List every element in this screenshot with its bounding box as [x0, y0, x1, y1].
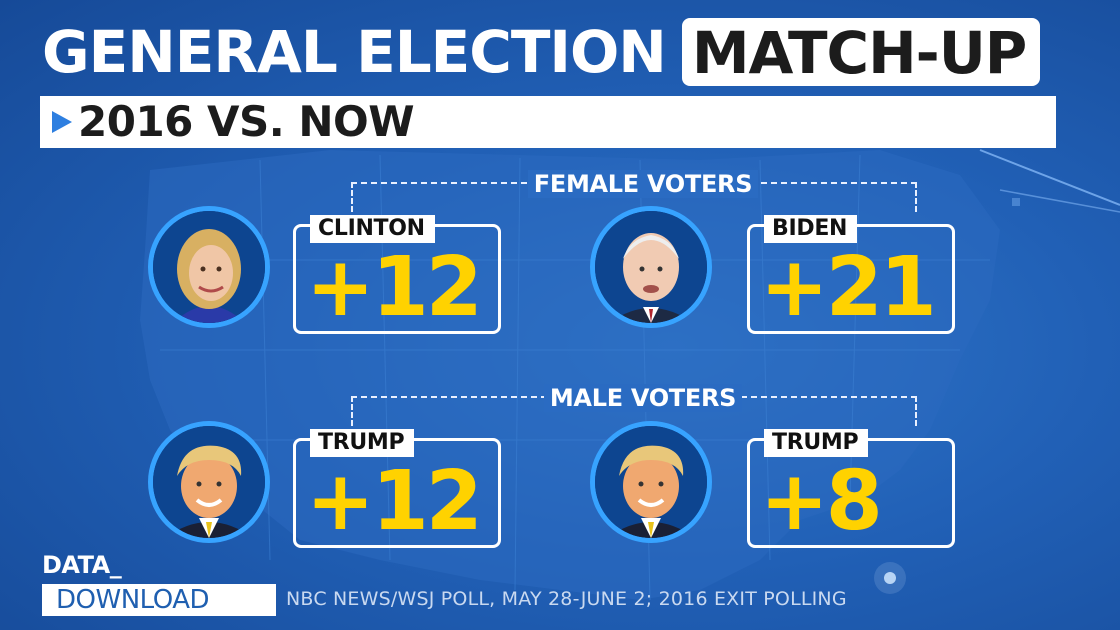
- card-value: +12: [306, 454, 483, 549]
- group-label-male: MALE VOTERS: [520, 384, 766, 412]
- title-main: GENERAL ELECTION MATCH-UP: [42, 14, 1041, 90]
- title-highlight: MATCH-UP: [681, 18, 1041, 86]
- title-main-text: GENERAL ELECTION: [42, 18, 667, 86]
- play-arrow-icon: [52, 111, 72, 133]
- card-name: TRUMP: [310, 429, 415, 457]
- card-value: +21: [760, 240, 937, 335]
- card-trump-now: TRUMP +8: [747, 429, 955, 549]
- subtitle-bar: 2016 VS. NOW: [40, 96, 1056, 148]
- card-name: TRUMP: [764, 429, 869, 457]
- portrait-biden: [590, 206, 712, 328]
- card-clinton: CLINTON +12: [293, 215, 501, 335]
- subtitle-text: 2016 VS. NOW: [78, 97, 415, 146]
- card-name: CLINTON: [310, 215, 435, 243]
- group-label-male-text: MALE VOTERS: [543, 384, 743, 412]
- card-biden: BIDEN +21: [747, 215, 955, 335]
- portrait-trump-2016: [148, 421, 270, 543]
- portrait-trump-now: [590, 421, 712, 543]
- group-label-female: FEMALE VOTERS: [502, 170, 784, 198]
- card-trump-2016: TRUMP +12: [293, 429, 501, 549]
- source-note: NBC NEWS/WSJ POLL, MAY 28-JUNE 2; 2016 E…: [286, 588, 847, 610]
- card-name: BIDEN: [764, 215, 858, 243]
- brand-download: DOWNLOAD: [42, 584, 276, 616]
- card-value: +8: [760, 454, 883, 549]
- group-label-female-text: FEMALE VOTERS: [527, 170, 759, 198]
- portrait-clinton: [148, 206, 270, 328]
- brand-data: DATA_: [42, 551, 122, 579]
- card-value: +12: [306, 240, 483, 335]
